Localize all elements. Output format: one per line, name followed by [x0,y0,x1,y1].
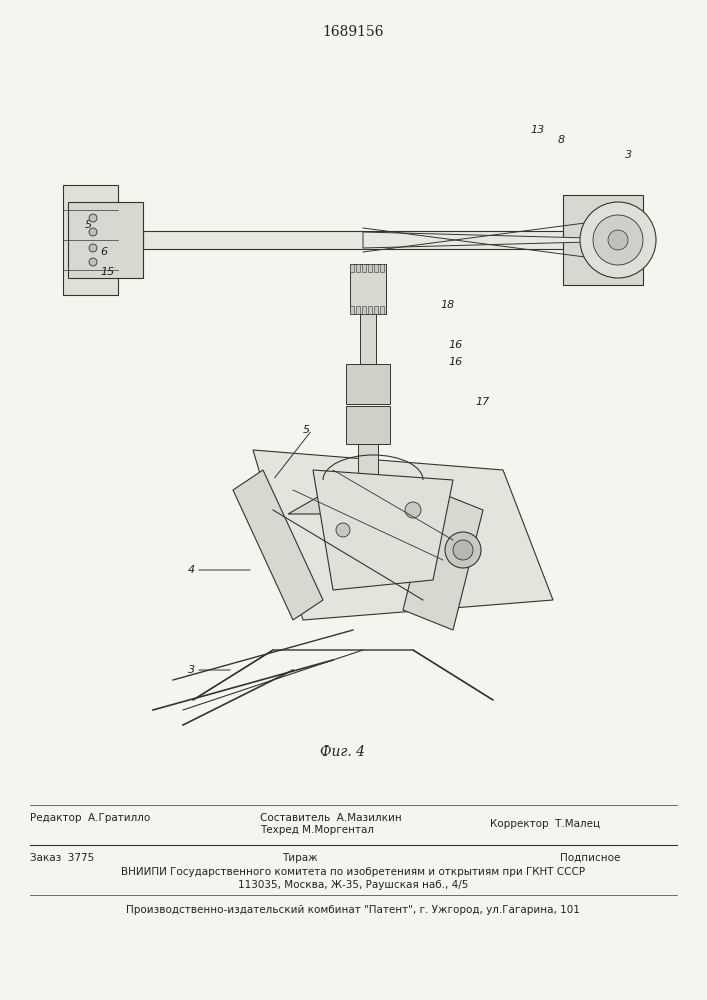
Bar [563,195,643,285]
Bar [368,264,372,272]
Circle shape [89,244,97,252]
Bar [350,264,386,314]
Bar [356,306,360,314]
Text: 16: 16 [448,357,462,367]
Text: 17: 17 [475,397,489,407]
Bar [374,264,378,272]
Text: 6: 6 [100,247,107,257]
Polygon shape [253,450,553,620]
Text: 18: 18 [440,300,455,310]
Text: Фиг. 2: Фиг. 2 [351,534,395,548]
Text: Фиг. 4: Фиг. 4 [320,745,366,759]
Text: 13: 13 [530,125,544,135]
Polygon shape [403,490,483,630]
Bar [362,264,366,272]
Circle shape [336,523,350,537]
Text: 8: 8 [558,135,565,145]
Bar [374,306,378,314]
Text: Заказ  3775: Заказ 3775 [30,853,94,863]
Text: 15: 15 [100,267,115,277]
Text: 5: 5 [85,220,92,230]
Text: 3: 3 [625,150,632,160]
Text: Составитель  А.Мазилкин: Составитель А.Мазилкин [260,813,402,823]
Bar [362,306,366,314]
Polygon shape [363,232,588,248]
Bar [68,202,143,278]
Bar [380,306,384,314]
Text: ВНИИПИ Государственного комитета по изобретениям и открытиям при ГКНТ СССР: ВНИИПИ Государственного комитета по изоб… [121,867,585,877]
Circle shape [593,215,643,265]
Polygon shape [288,494,458,514]
Bar [143,231,563,249]
Text: Техред М.Моргентал: Техред М.Моргентал [260,825,374,835]
Text: 4: 4 [617,233,624,243]
Bar [360,314,376,364]
Text: 5: 5 [303,425,310,435]
Circle shape [89,258,97,266]
Bar [350,264,354,272]
Text: Тираж: Тираж [282,853,318,863]
Bar [350,306,354,314]
Polygon shape [233,470,323,620]
Bar [368,306,372,314]
Text: 1689156: 1689156 [322,25,384,39]
Bar [346,406,390,444]
Circle shape [580,202,656,278]
Bar [356,264,360,272]
Circle shape [445,532,481,568]
Text: 3: 3 [188,665,195,675]
Text: Редактор  А.Гратилло: Редактор А.Гратилло [30,813,151,823]
Polygon shape [313,470,453,590]
Bar [380,264,384,272]
Text: Подписное: Подписное [560,853,620,863]
Bar [63,185,118,295]
Circle shape [89,228,97,236]
Bar [346,364,390,404]
Text: 113035, Москва, Ж-35, Раушская наб., 4/5: 113035, Москва, Ж-35, Раушская наб., 4/5 [238,880,468,890]
Text: 16: 16 [448,340,462,350]
Circle shape [89,214,97,222]
Text: Производственно-издательский комбинат "Патент", г. Ужгород, ул.Гагарина, 101: Производственно-издательский комбинат "П… [126,905,580,915]
Bar [358,444,378,474]
Circle shape [608,230,628,250]
Text: Корректор  Т.Малец: Корректор Т.Малец [490,819,600,829]
Circle shape [405,502,421,518]
Text: 4: 4 [188,565,195,575]
Circle shape [453,540,473,560]
